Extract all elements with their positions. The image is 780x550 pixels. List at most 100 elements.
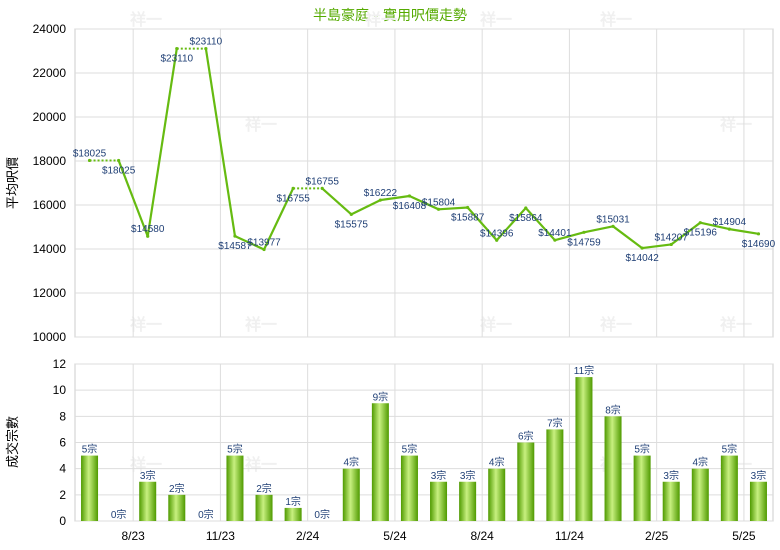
price-data-label: $14690 — [742, 239, 776, 250]
volume-bar — [488, 468, 506, 521]
price-line-segment — [380, 194, 410, 202]
watermark-text: 祥一 — [480, 10, 512, 29]
x-tick-label: 2/24 — [296, 529, 320, 543]
price-data-label: $15804 — [422, 197, 456, 208]
price-y-ticks: 10000 12000 14000 16000 18000 20000 22000 24000 — [33, 22, 67, 344]
price-point — [262, 247, 266, 252]
volume-data-label: 3宗 — [751, 469, 767, 482]
price-point — [727, 227, 731, 231]
price-data-label: $14396 — [480, 228, 514, 239]
price-y-tick-label: 10000 — [33, 330, 67, 344]
volume-bar — [81, 455, 99, 521]
volume-bar — [430, 481, 448, 521]
volume-y-tick-label: 8 — [59, 409, 66, 423]
volume-panel: 0 2 4 6 8 10 12 成交宗數 5宗 0宗 3宗 2宗 0宗 5宗 2宗 1宗 0宗 4宗 9宗 5宗 3… — [5, 357, 774, 543]
volume-bar — [139, 481, 157, 521]
price-line-segment — [524, 207, 556, 241]
price-point — [495, 238, 499, 242]
volume-data-label: 1宗 — [285, 495, 301, 508]
price-point — [611, 224, 615, 228]
volume-bar — [517, 442, 535, 521]
volume-data-label: 5宗 — [82, 443, 98, 456]
price-point — [698, 221, 702, 225]
volume-data-label: 2宗 — [169, 482, 185, 495]
volume-y-tick-label: 10 — [53, 383, 67, 397]
volume-data-label: 11宗 — [574, 364, 594, 377]
volume-data-label: 0宗 — [314, 508, 330, 521]
x-tick-label: 8/24 — [470, 529, 494, 543]
price-data-label: $15031 — [596, 214, 630, 225]
price-line-segment — [729, 228, 759, 235]
price-y-tick-label: 12000 — [33, 286, 67, 300]
price-y-tick-label: 16000 — [33, 198, 67, 212]
price-data-label: $18025 — [73, 148, 107, 159]
volume-y-tick-label: 2 — [59, 488, 66, 502]
volume-bar — [168, 494, 186, 521]
volume-data-label: 4宗 — [693, 456, 709, 469]
watermark-text: 祥一 — [365, 10, 397, 29]
volume-data-label: 2宗 — [256, 482, 272, 495]
volume-data-label: 7宗 — [547, 416, 563, 429]
price-line-segment — [670, 221, 701, 246]
x-tick-label: 2/25 — [645, 529, 669, 543]
watermark-text: 祥一 — [130, 315, 162, 334]
volume-data-label: 3宗 — [663, 469, 679, 482]
watermark-text: 祥一 — [720, 115, 752, 134]
volume-data-label: 8宗 — [605, 403, 621, 416]
price-point — [407, 194, 412, 198]
price-line-segment — [612, 225, 643, 249]
volume-bar — [720, 455, 738, 521]
x-tick-label: 8/23 — [121, 529, 145, 543]
price-data-label: $14401 — [538, 228, 572, 239]
price-data-label: $15575 — [335, 219, 369, 230]
volume-grid — [75, 363, 773, 522]
volume-bars — [81, 377, 767, 521]
price-y-tick-label: 14000 — [33, 242, 67, 256]
x-tick-label: 11/23 — [206, 529, 235, 543]
watermark-text: 祥一 — [480, 315, 512, 334]
volume-y-tick-label: 6 — [59, 436, 66, 450]
price-point — [669, 242, 673, 247]
volume-y-axis-label: 成交宗數 — [5, 416, 21, 468]
price-data-label: $14759 — [567, 237, 601, 248]
price-point — [436, 207, 441, 211]
volume-data-label: 0宗 — [198, 508, 214, 521]
volume-data-label: 4宗 — [489, 456, 505, 469]
watermark-text: 祥一 — [600, 10, 632, 29]
price-line-segment — [438, 206, 468, 211]
volume-bar — [749, 481, 767, 521]
price-line-segment — [409, 195, 439, 211]
price-data-label: $14580 — [131, 224, 165, 235]
volume-data-label: 4宗 — [344, 456, 360, 469]
price-y-tick-label: 18000 — [33, 154, 67, 168]
price-data-label: $15196 — [684, 228, 718, 239]
volume-data-label: 6宗 — [518, 430, 534, 443]
volume-y-ticks: 0 2 4 6 8 10 12 — [53, 357, 67, 528]
price-y-tick-label: 20000 — [33, 110, 67, 124]
price-point — [349, 212, 353, 216]
watermark-text: 祥一 — [245, 315, 277, 334]
price-data-label: $15887 — [451, 212, 485, 223]
volume-bar — [604, 416, 622, 521]
volume-bar — [255, 494, 273, 521]
volume-bar — [633, 455, 651, 521]
price-point — [233, 234, 237, 238]
volume-bar — [284, 507, 302, 521]
price-data-label: $18025 — [102, 165, 136, 176]
price-line-segment — [641, 243, 672, 250]
price-data-label: $13977 — [247, 238, 281, 249]
price-point — [378, 198, 382, 202]
price-line-segment — [495, 207, 527, 242]
price-point — [640, 246, 644, 250]
price-line-segment — [204, 48, 237, 237]
price-point — [466, 205, 470, 210]
price-data-label: $16755 — [306, 176, 340, 187]
price-data-label: $14207 — [655, 232, 689, 243]
watermark-text: 祥一 — [130, 455, 162, 474]
volume-data-label: 3宗 — [431, 469, 447, 482]
x-tick-label: 5/25 — [732, 529, 756, 543]
price-line-segment — [583, 225, 614, 234]
price-line-segment — [117, 160, 149, 237]
price-data-label: $14042 — [625, 253, 659, 264]
